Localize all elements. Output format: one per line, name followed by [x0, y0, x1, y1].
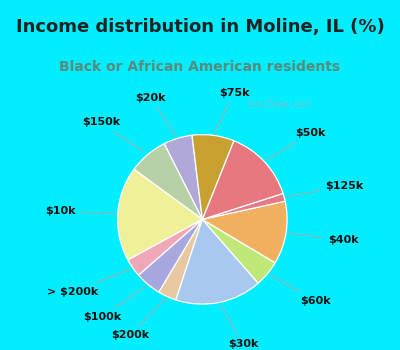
- Text: $10k: $10k: [45, 206, 115, 216]
- Text: $20k: $20k: [135, 93, 176, 136]
- Wedge shape: [164, 135, 202, 219]
- Wedge shape: [202, 219, 275, 283]
- Wedge shape: [118, 169, 202, 260]
- Wedge shape: [138, 219, 202, 292]
- Text: Black or African American residents: Black or African American residents: [60, 61, 340, 75]
- Text: $30k: $30k: [221, 305, 258, 349]
- Text: $100k: $100k: [83, 286, 146, 322]
- Wedge shape: [128, 219, 202, 275]
- Wedge shape: [192, 135, 234, 219]
- Text: > $200k: > $200k: [47, 269, 130, 297]
- Text: $75k: $75k: [214, 88, 249, 133]
- Text: $125k: $125k: [287, 181, 363, 197]
- Text: City-Data.com: City-Data.com: [247, 100, 312, 109]
- Wedge shape: [202, 201, 287, 263]
- Text: Income distribution in Moline, IL (%): Income distribution in Moline, IL (%): [16, 19, 384, 36]
- Text: $200k: $200k: [112, 299, 165, 340]
- Wedge shape: [159, 219, 202, 300]
- Text: $40k: $40k: [289, 233, 358, 245]
- Wedge shape: [202, 194, 285, 219]
- Text: $60k: $60k: [270, 275, 331, 306]
- Wedge shape: [176, 219, 258, 304]
- Text: $150k: $150k: [82, 117, 145, 153]
- Wedge shape: [202, 141, 283, 219]
- Wedge shape: [134, 144, 202, 219]
- Text: $50k: $50k: [267, 128, 326, 160]
